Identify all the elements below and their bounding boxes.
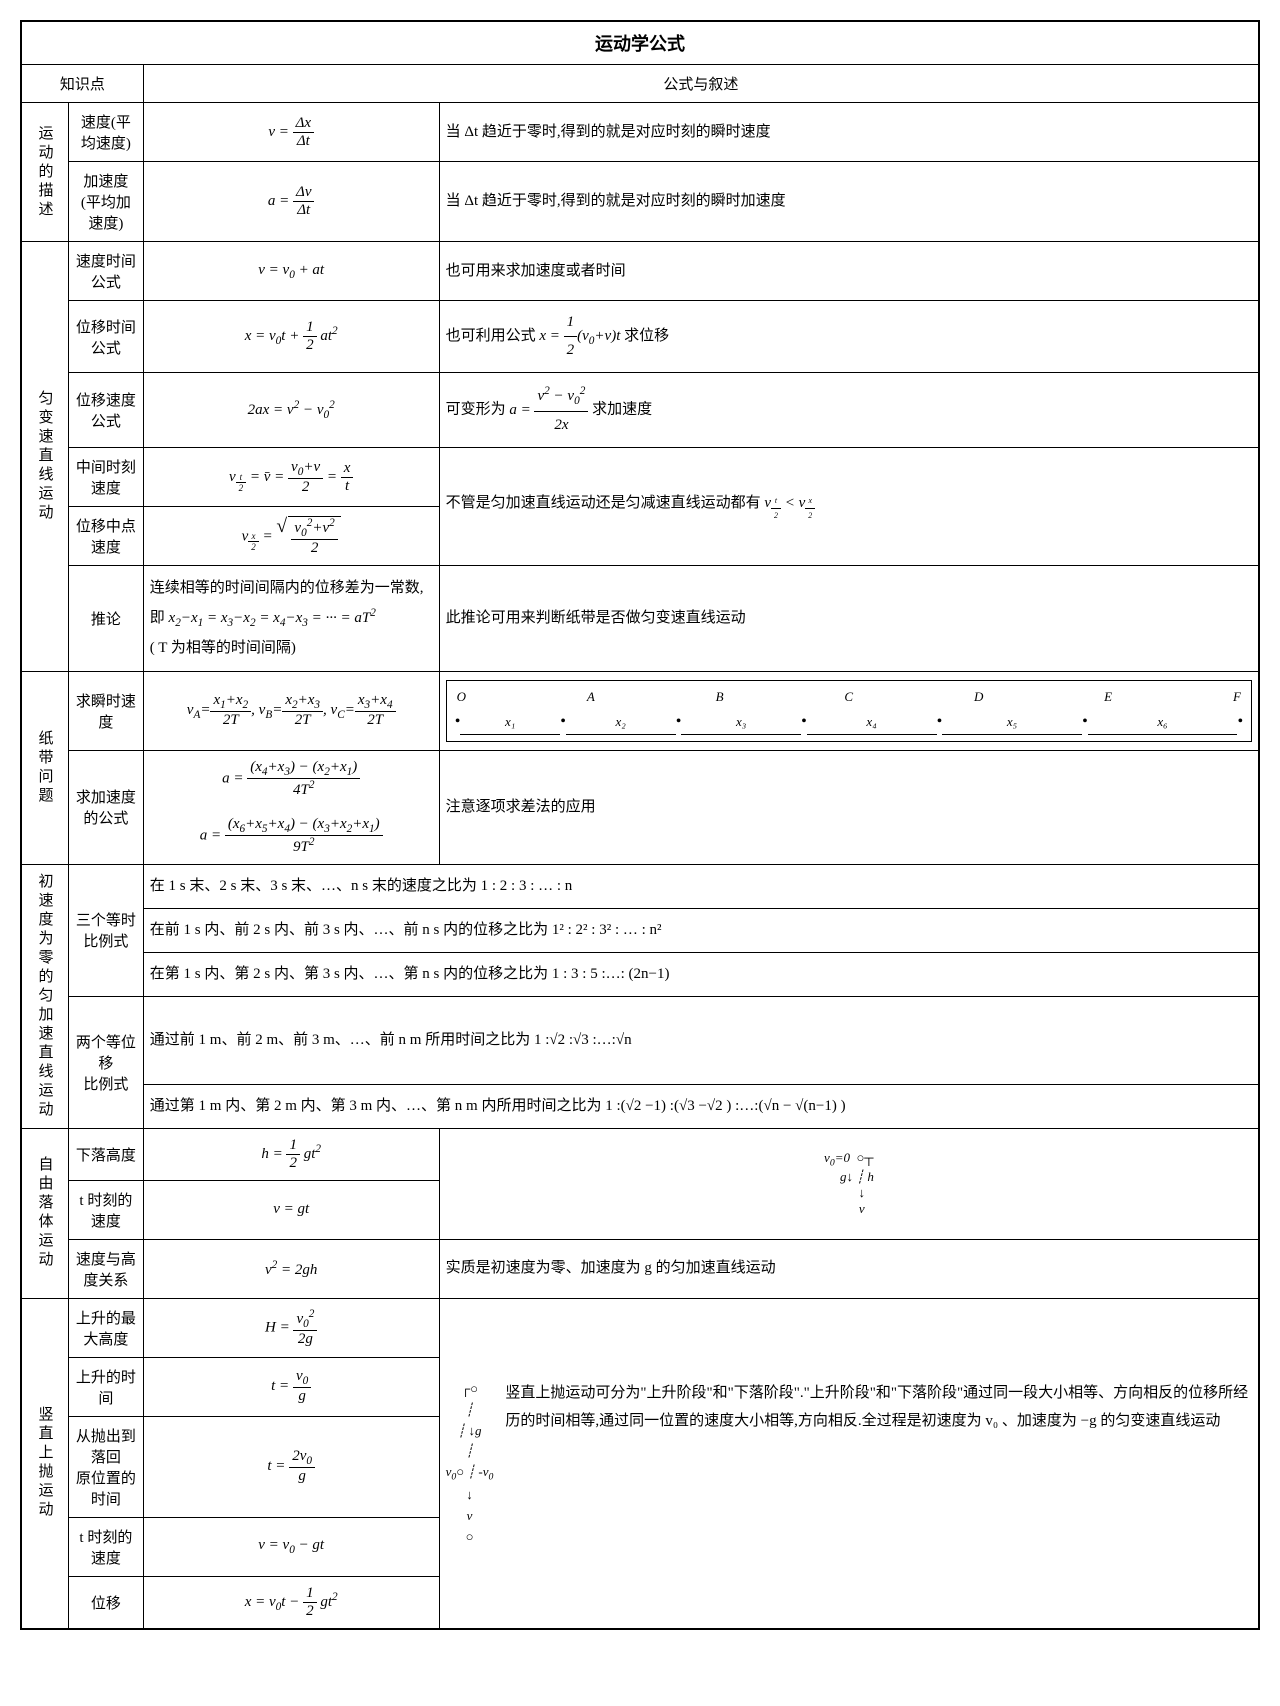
- s2r1-desc: 也可用来求加速度或者时间: [439, 242, 1259, 301]
- s6r1-topic: 上升的最大高度: [69, 1298, 144, 1357]
- section6-name: 竖直上抛运动: [21, 1298, 69, 1629]
- s3r2-desc: 注意逐项求差法的应用: [439, 750, 1259, 864]
- s4r1-l3: 在第 1 s 内、第 2 s 内、第 3 s 内、…、第 n s 内的位移之比为…: [143, 952, 1259, 996]
- s2r3-desc: 可变形为 a = v2 − v022x 求加速度: [439, 373, 1259, 448]
- section3-name: 纸带问题: [21, 671, 69, 864]
- s3r1-diagram: O A B C D E F • x₁ • x₂ • x₃ • x₄: [439, 671, 1259, 750]
- s2r6-formula: 连续相等的时间间隔内的位移差为一常数,即 x2−x1 = x3−x2 = x4−…: [143, 566, 439, 671]
- s2r3-formula: 2ax = v2 − v02: [143, 373, 439, 448]
- table-title: 运动学公式: [21, 21, 1259, 65]
- s5-diagram: v0=0 ○┬ g↓ ┊ h ↓ v: [439, 1128, 1259, 1239]
- s2r2-formula: x = v0t + 12 at2: [143, 301, 439, 373]
- s3r1-topic: 求瞬时速度: [69, 671, 144, 750]
- section2-name: 匀变速直线运动: [21, 242, 69, 672]
- s5r3-formula: v2 = 2gh: [143, 1239, 439, 1298]
- s5r2-topic: t 时刻的速度: [69, 1180, 144, 1239]
- s4r2-l2: 通过第 1 m 内、第 2 m 内、第 3 m 内、…、第 n m 内所用时间之…: [143, 1084, 1259, 1128]
- s1r2-formula: a = ΔvΔt: [143, 162, 439, 242]
- s1r1-formula: v = ΔxΔt: [143, 103, 439, 162]
- kinematics-table: 运动学公式 知识点 公式与叙述 运动的描述 速度(平均速度) v = ΔxΔt …: [20, 20, 1260, 1630]
- s5r3-topic: 速度与高度关系: [69, 1239, 144, 1298]
- s2r6-topic: 推论: [69, 566, 144, 671]
- s6r5-formula: x = v0t − 12 gt2: [143, 1576, 439, 1629]
- s6r2-topic: 上升的时间: [69, 1357, 144, 1416]
- s6r3-topic: 从抛出到落回原位置的时间: [69, 1416, 144, 1517]
- s4r1-topic: 三个等时比例式: [69, 864, 144, 996]
- s2r6-desc: 此推论可用来判断纸带是否做匀变速直线运动: [439, 566, 1259, 671]
- s3r1-formula: vA=x1+x22T, vB=x2+x32T, vC=x3+x42T: [143, 671, 439, 750]
- section4-name: 初速度为零的匀加速直线运动: [21, 864, 69, 1128]
- s4r2-l1: 通过前 1 m、前 2 m、前 3 m、…、前 n m 所用时间之比为 1 :√…: [143, 996, 1259, 1084]
- header-col2: 公式与叙述: [143, 65, 1259, 103]
- s3r2-topic: 求加速度的公式: [69, 750, 144, 864]
- s5r1-formula: h = 12 gt2: [143, 1128, 439, 1180]
- s5r2-formula: v = gt: [143, 1180, 439, 1239]
- s6r3-formula: t = 2v0g: [143, 1416, 439, 1517]
- s2r5-topic: 位移中点速度: [69, 507, 144, 566]
- s1r2-topic: 加速度(平均加速度): [69, 162, 144, 242]
- s6r1-formula: H = v022g: [143, 1298, 439, 1357]
- s2r4-formula: vt2 = v̄ = v0+v2 = xt: [143, 448, 439, 507]
- s4r2-topic: 两个等位移比例式: [69, 996, 144, 1128]
- s6r4-formula: v = v0 − gt: [143, 1517, 439, 1576]
- s1r2-desc: 当 Δt 趋近于零时,得到的就是对应时刻的瞬时加速度: [439, 162, 1259, 242]
- s2r1-topic: 速度时间公式: [69, 242, 144, 301]
- s6r2-formula: t = v0g: [143, 1357, 439, 1416]
- s2r2-topic: 位移时间公式: [69, 301, 144, 373]
- s2r1-formula: v = v0 + at: [143, 242, 439, 301]
- section5-name: 自由落体运动: [21, 1128, 69, 1298]
- s2r5-formula: vx2 = v02+v22: [143, 507, 439, 566]
- s5r1-topic: 下落高度: [69, 1128, 144, 1180]
- s6-desc: ┌○┊┊ ↓g┊v0○ ┊ -v0↓v○ 竖直上抛运动可分为"上升阶段"和"下落…: [439, 1298, 1259, 1629]
- s1r1-desc: 当 Δt 趋近于零时,得到的就是对应时刻的瞬时速度: [439, 103, 1259, 162]
- header-col1: 知识点: [21, 65, 143, 103]
- s6r4-topic: t 时刻的速度: [69, 1517, 144, 1576]
- s1r1-topic: 速度(平均速度): [69, 103, 144, 162]
- s5r3-desc: 实质是初速度为零、加速度为 g 的匀加速直线运动: [439, 1239, 1259, 1298]
- s2r45-desc: 不管是匀加速直线运动还是匀减速直线运动都有 vt2 < vx2: [439, 448, 1259, 566]
- section1-name: 运动的描述: [21, 103, 69, 242]
- s6r5-topic: 位移: [69, 1576, 144, 1629]
- s2r2-desc: 也可利用公式 x = 12(v0+v)t 求位移: [439, 301, 1259, 373]
- s3r2-formula: a = (x4+x3) − (x2+x1)4T2 a = (x6+x5+x4) …: [143, 750, 439, 864]
- s2r4-topic: 中间时刻速度: [69, 448, 144, 507]
- s4r1-l2: 在前 1 s 内、前 2 s 内、前 3 s 内、…、前 n s 内的位移之比为…: [143, 908, 1259, 952]
- s2r3-topic: 位移速度公式: [69, 373, 144, 448]
- s4r1-l1: 在 1 s 末、2 s 末、3 s 末、…、n s 末的速度之比为 1 : 2 …: [143, 864, 1259, 908]
